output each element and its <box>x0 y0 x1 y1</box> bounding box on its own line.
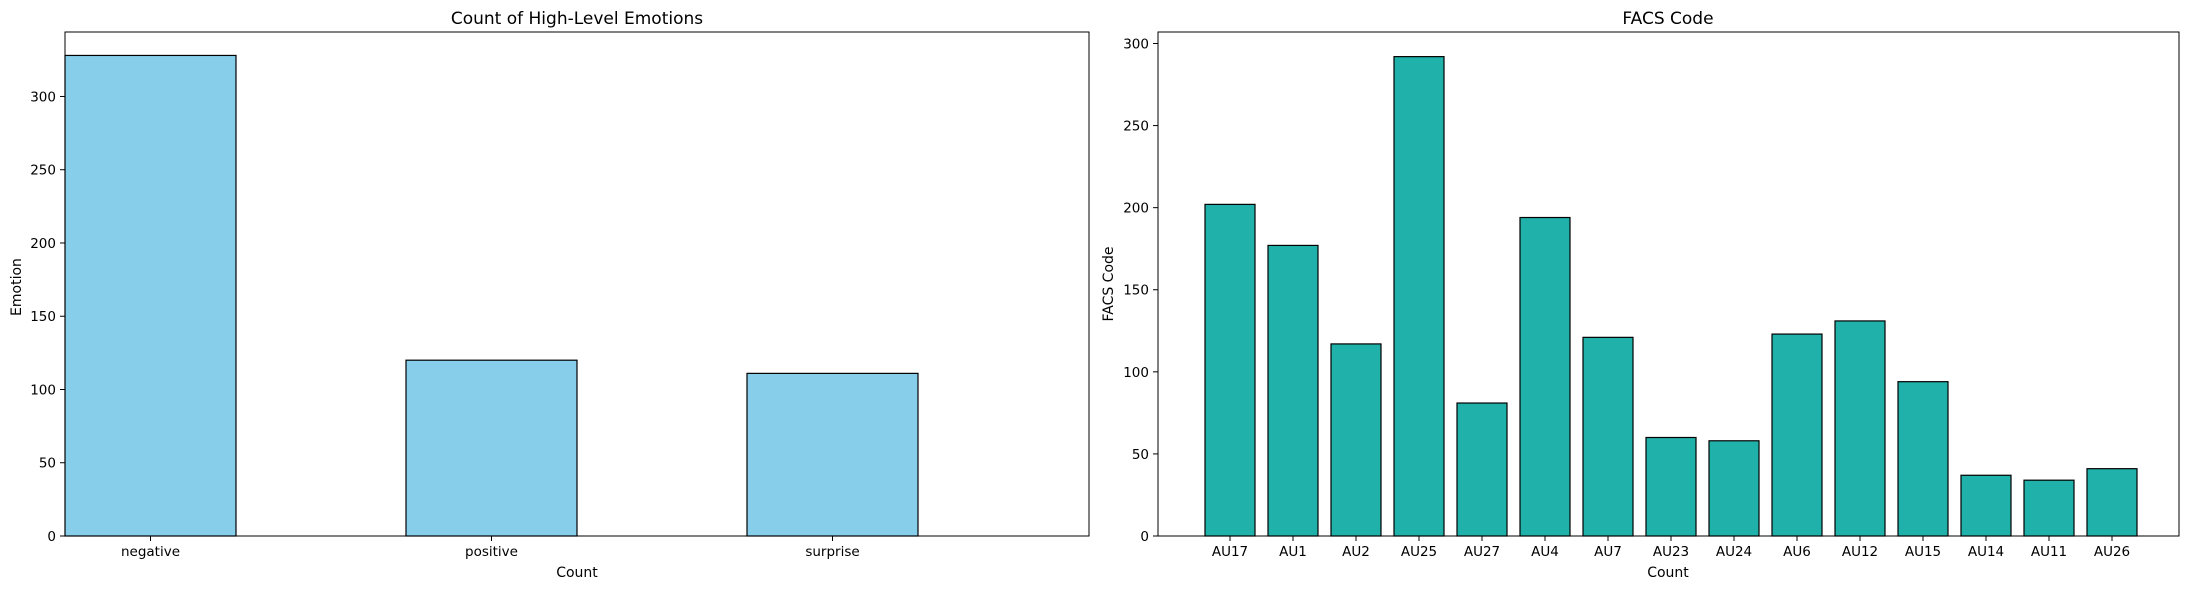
facs-y-tick-label: 150 <box>1123 283 1149 299</box>
emotions-bar-surprise <box>746 372 919 537</box>
emotions-bar-negative <box>64 54 237 537</box>
facs-x-tick-label: AU14 <box>1968 544 2004 560</box>
facs-y-tick-label: 200 <box>1123 201 1149 217</box>
facs-y-axis-label: FACS Code <box>1101 246 1117 321</box>
facs-bar-au27 <box>1456 402 1508 537</box>
emotions-x-tick-label: positive <box>465 544 518 560</box>
emotions-x-tick-label: negative <box>121 544 180 560</box>
emotions-plot-frame <box>64 31 1090 537</box>
facs-x-tick-label: AU24 <box>1716 544 1752 560</box>
facs-y-tick-label: 100 <box>1123 365 1149 381</box>
facs-y-tick-label: 0 <box>1140 529 1149 545</box>
emotions-chart: Count of High-Level Emotions Count Emoti… <box>9 9 1090 581</box>
facs-x-tick-label: AU25 <box>1401 544 1437 560</box>
emotions-chart-title: Count of High-Level Emotions <box>451 9 703 29</box>
emotions-x-ticks: negative positive surprise <box>121 536 860 560</box>
facs-y-tick-label: 50 <box>1132 447 1149 463</box>
facs-bar-au23 <box>1645 436 1697 537</box>
emotions-y-tick-label: 300 <box>30 89 56 105</box>
facs-chart: FACS Code Count FACS Code AU17 AU1 AU2 AU25… <box>1101 9 2180 581</box>
facs-bar-au15 <box>1897 381 1949 537</box>
facs-x-tick-label: AU4 <box>1531 544 1559 560</box>
facs-bar-au11 <box>2023 479 2075 537</box>
facs-x-tick-label: AU7 <box>1594 544 1622 560</box>
facs-bar-au2 <box>1330 343 1382 537</box>
facs-bar-au25 <box>1393 56 1445 537</box>
emotions-y-tick-label: 200 <box>30 236 56 252</box>
emotions-x-axis-label: Count <box>556 565 598 581</box>
facs-bars <box>1204 56 2138 537</box>
facs-plot-frame <box>1157 31 2180 537</box>
facs-bar-au14 <box>1960 474 2012 537</box>
facs-bar-au1 <box>1267 244 1319 537</box>
facs-x-tick-label: AU26 <box>2094 544 2130 560</box>
facs-x-ticks: AU17 AU1 AU2 AU25 AU27 AU4 AU7 AU23 AU24 AU6 AU12 A… <box>1212 536 2130 560</box>
emotions-y-axis-label: Emotion <box>9 258 25 316</box>
facs-bar-au24 <box>1708 440 1760 537</box>
facs-x-tick-label: AU17 <box>1212 544 1248 560</box>
facs-x-axis-label: Count <box>1647 565 1689 581</box>
emotions-y-tick-label: 100 <box>30 382 56 398</box>
facs-x-tick-label: AU1 <box>1279 544 1307 560</box>
facs-y-tick-label: 250 <box>1123 119 1149 135</box>
facs-x-tick-label: AU23 <box>1653 544 1689 560</box>
facs-bar-au26 <box>2086 468 2138 537</box>
facs-x-tick-label: AU2 <box>1342 544 1370 560</box>
facs-y-tick-label: 300 <box>1123 36 1149 52</box>
emotions-x-tick-label: surprise <box>805 544 859 560</box>
facs-chart-title: FACS Code <box>1622 9 1713 29</box>
facs-x-tick-label: AU12 <box>1842 544 1878 560</box>
emotions-bars <box>64 54 919 537</box>
emotions-y-ticks: 0 50 100 150 200 250 300 <box>30 89 65 545</box>
facs-x-tick-label: AU11 <box>2031 544 2067 560</box>
emotions-y-tick-label: 150 <box>30 309 56 325</box>
facs-bar-au12 <box>1834 320 1886 537</box>
emotions-bar-positive <box>405 359 578 537</box>
facs-y-ticks: 0 50 100 150 200 250 300 <box>1123 36 1158 545</box>
facs-x-tick-label: AU15 <box>1905 544 1941 560</box>
emotions-y-tick-label: 250 <box>30 163 56 179</box>
facs-bar-au17 <box>1204 203 1256 537</box>
emotions-y-tick-label: 0 <box>47 529 56 545</box>
facs-bar-au6 <box>1771 333 1823 537</box>
facs-bar-au7 <box>1582 336 1634 537</box>
facs-bar-au4 <box>1519 216 1571 537</box>
facs-x-tick-label: AU6 <box>1783 544 1811 560</box>
emotions-y-tick-label: 50 <box>39 456 56 472</box>
facs-x-tick-label: AU27 <box>1464 544 1500 560</box>
